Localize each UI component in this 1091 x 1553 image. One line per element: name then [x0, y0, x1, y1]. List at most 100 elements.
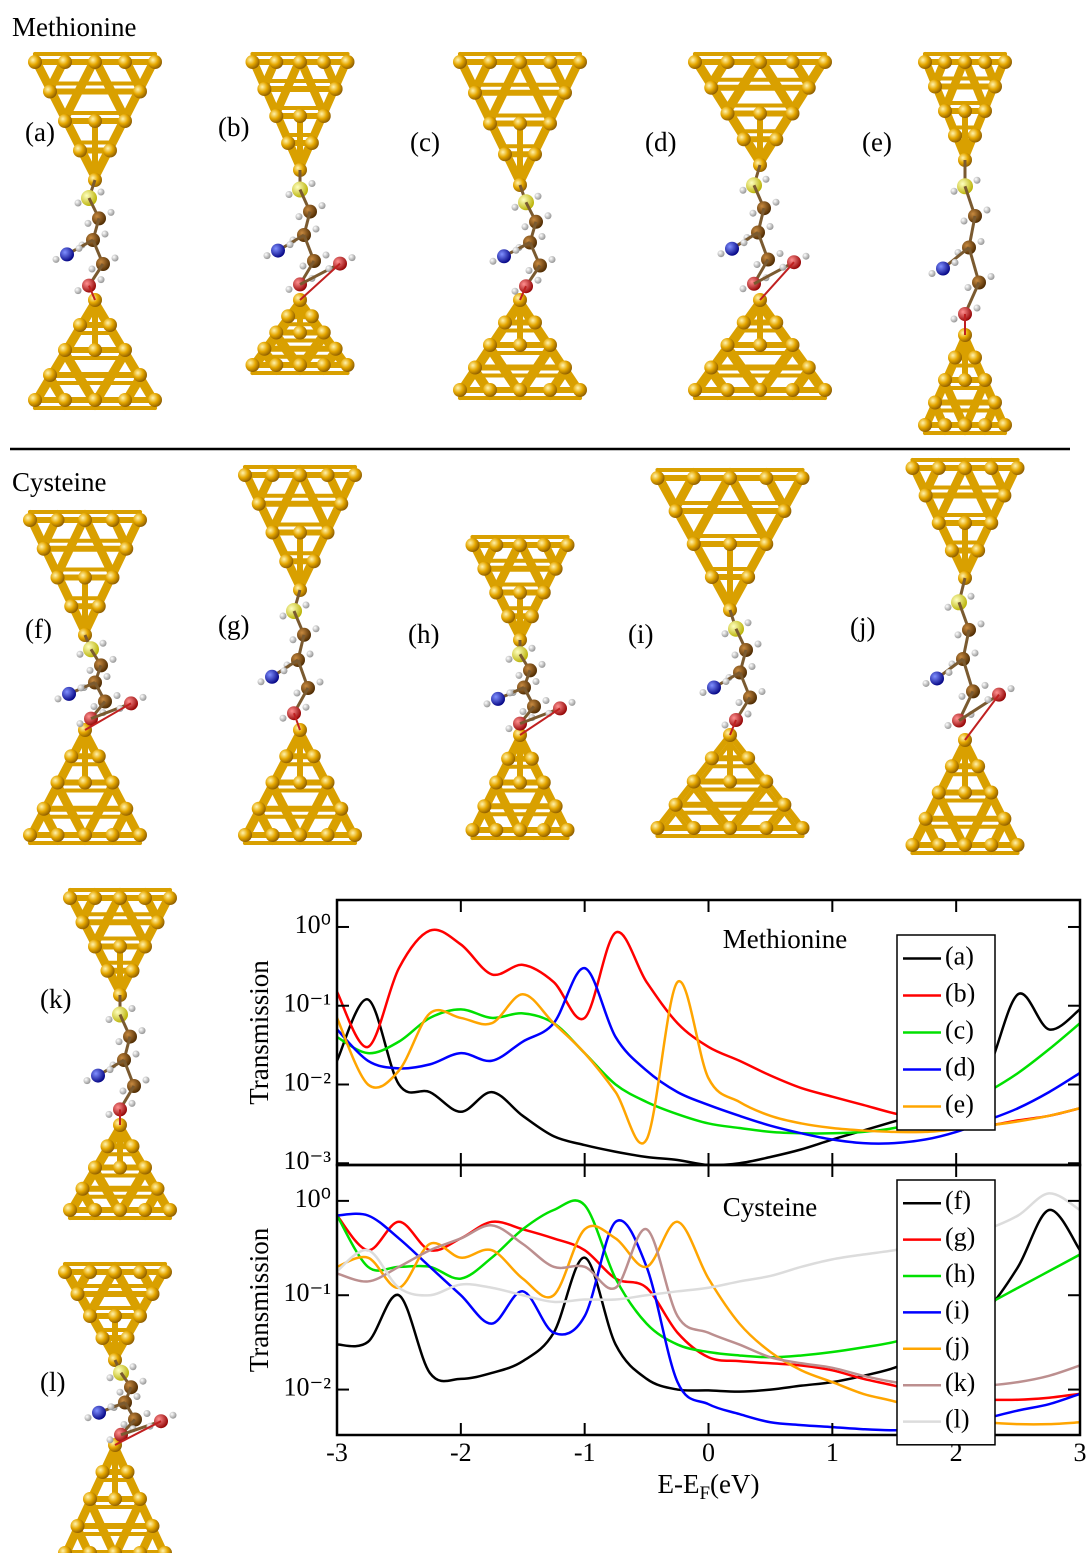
atom: [58, 55, 72, 69]
atom: [312, 225, 320, 233]
atom: [148, 393, 162, 407]
atom: [23, 513, 37, 527]
atom: [293, 525, 307, 540]
atom: [113, 891, 127, 905]
atom: [984, 516, 999, 530]
atom: [534, 276, 542, 284]
atom: [506, 689, 514, 697]
atom: [785, 106, 800, 121]
panel-label: (i): [628, 619, 653, 649]
atom: [308, 180, 316, 187]
atom: [158, 1546, 172, 1553]
atom: [28, 393, 42, 407]
atom: [468, 360, 482, 375]
atom: [265, 669, 279, 684]
atom: [988, 395, 1002, 410]
atom: [515, 671, 523, 679]
atom: [54, 695, 62, 703]
atom: [304, 136, 319, 150]
bond: [958, 693, 1000, 722]
atom: [142, 1076, 150, 1084]
atom: [988, 79, 1002, 94]
atom: [279, 554, 294, 569]
atom: [328, 341, 343, 356]
atom: [120, 1421, 128, 1428]
atom: [968, 128, 982, 143]
atom: [88, 1160, 102, 1175]
atom: [544, 212, 552, 220]
atom: [293, 325, 307, 340]
atom: [922, 679, 930, 687]
atom: [145, 1519, 160, 1533]
atom: [560, 538, 575, 552]
bond: [299, 262, 341, 301]
legend-label: (c): [945, 1015, 974, 1044]
atom: [75, 1181, 90, 1196]
atom: [269, 55, 284, 69]
panel-label: (j): [850, 612, 875, 642]
atom: [64, 599, 79, 614]
atom: [723, 821, 737, 835]
atom: [918, 811, 933, 826]
atom: [100, 963, 115, 978]
atom: [148, 55, 162, 69]
atom: [302, 601, 310, 609]
atom: [281, 136, 296, 150]
atom: [139, 1377, 147, 1385]
atom: [722, 678, 730, 685]
gold-bond: [141, 1532, 155, 1553]
atom: [316, 109, 331, 123]
atom: [758, 688, 766, 695]
legend-label: (e): [945, 1089, 974, 1118]
atom: [70, 1519, 85, 1533]
atom: [511, 287, 519, 295]
atom: [113, 692, 121, 699]
atom: [532, 678, 540, 685]
atom: [977, 238, 985, 245]
x-axis-label-part: E-E: [657, 1469, 699, 1499]
atom: [465, 823, 480, 837]
atom: [498, 315, 512, 330]
atom: [99, 639, 107, 647]
atom: [944, 603, 952, 611]
atom: [158, 1265, 172, 1279]
atom: [928, 395, 942, 410]
atom: [489, 775, 504, 790]
atom: [101, 230, 109, 238]
atom: [163, 891, 177, 905]
atom: [948, 128, 962, 143]
atom: [524, 751, 539, 766]
atom: [928, 270, 936, 277]
atom: [536, 538, 551, 552]
atom: [759, 471, 774, 485]
atom: [501, 609, 516, 624]
atom: [1010, 461, 1025, 475]
atom: [528, 315, 542, 330]
atom: [245, 55, 260, 69]
atom: [542, 697, 550, 704]
atom: [753, 338, 767, 352]
atom: [723, 471, 737, 485]
atom: [281, 309, 296, 324]
atom: [312, 625, 320, 633]
atom: [704, 80, 719, 95]
x-tick-label: -2: [450, 1438, 472, 1467]
panel-label: (g): [218, 610, 249, 640]
atom: [279, 714, 287, 722]
atom: [91, 1068, 105, 1083]
atom: [950, 315, 958, 323]
atom: [105, 828, 120, 842]
atom: [83, 1546, 97, 1553]
atom: [740, 239, 748, 247]
atom: [50, 775, 65, 790]
y-tick-label: 10⁻²: [283, 1067, 331, 1096]
legend-label: (a): [945, 941, 974, 970]
atom: [511, 203, 519, 211]
atom: [279, 612, 287, 620]
atom: [483, 338, 497, 352]
atom: [269, 325, 284, 340]
bond: [964, 694, 1000, 741]
x-axis-label-part: (eV): [710, 1469, 759, 1499]
atom: [483, 116, 497, 131]
atom: [132, 1050, 140, 1058]
